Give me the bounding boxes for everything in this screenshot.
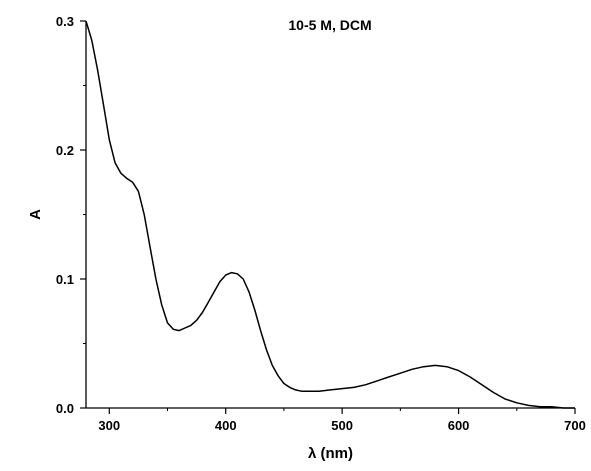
y-tick-label: 0.0 bbox=[56, 401, 74, 416]
axes bbox=[85, 21, 575, 409]
y-tick-label: 0.2 bbox=[56, 143, 74, 158]
spectrum-line bbox=[85, 20, 575, 409]
x-tick-label: 700 bbox=[564, 418, 586, 433]
series-layer bbox=[85, 20, 575, 409]
ticks: 300 400 500 600 700 0.0 0.1 0.2 0.3 bbox=[56, 14, 586, 433]
y-axis-label: A bbox=[27, 209, 44, 220]
y-tick-label: 0.3 bbox=[56, 14, 74, 29]
annotation-text: 10-5 M, DCM bbox=[288, 17, 371, 33]
x-axis-label: λ (nm) bbox=[308, 445, 353, 462]
x-tick-label: 400 bbox=[215, 418, 237, 433]
y-tick-label: 0.1 bbox=[56, 272, 74, 287]
x-tick-label: 600 bbox=[448, 418, 470, 433]
x-tick-label: 500 bbox=[331, 418, 353, 433]
x-tick-label: 300 bbox=[98, 418, 120, 433]
